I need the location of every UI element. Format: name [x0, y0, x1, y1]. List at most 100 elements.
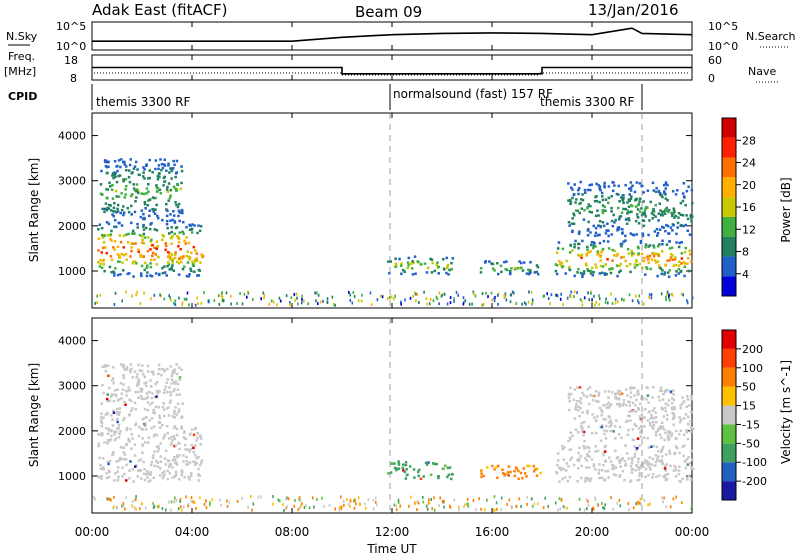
- range-tick-label: 3000: [58, 175, 86, 188]
- scatter-cell: [397, 463, 401, 466]
- scatter-cell: [685, 478, 689, 481]
- scatter-cell: [582, 444, 585, 448]
- scatter-cell: [683, 444, 686, 447]
- scatter-cell: [220, 503, 222, 507]
- scatter-cell: [139, 255, 142, 258]
- scatter-cell: [480, 472, 483, 475]
- scatter-cell: [643, 499, 646, 503]
- scatter-cell: [410, 495, 412, 499]
- scatter-cell: [670, 391, 673, 395]
- scatter-cell: [472, 499, 475, 502]
- scatter-cell: [641, 219, 644, 222]
- scatter-cell: [577, 451, 580, 455]
- scatter-cell: [671, 407, 674, 411]
- scatter-cell: [657, 474, 661, 477]
- scatter-cell: [638, 182, 642, 185]
- scatter-cell: [484, 508, 486, 512]
- scatter-cell: [646, 462, 649, 466]
- scatter-cell: [682, 261, 685, 264]
- scatter-cell: [301, 502, 303, 506]
- scatter-cell: [156, 461, 160, 464]
- scatter-cell: [161, 271, 165, 275]
- scatter-cell: [689, 478, 693, 481]
- scatter-cell: [116, 466, 120, 469]
- scatter-cell: [688, 404, 691, 407]
- scatter-cell: [343, 503, 345, 507]
- scatter-cell: [663, 467, 667, 470]
- scatter-cell: [664, 464, 667, 468]
- scatter-cell: [657, 190, 661, 194]
- scatter-cell: [637, 500, 639, 504]
- scatter-cell: [562, 467, 565, 471]
- scatter-cell: [637, 253, 640, 257]
- scatter-cell: [628, 414, 631, 418]
- colorbar-tick-label: 100: [742, 362, 763, 375]
- scatter-cell: [500, 270, 503, 274]
- scatter-cell: [388, 272, 391, 275]
- scatter-cell: [146, 271, 149, 274]
- scatter-cell: [118, 432, 121, 436]
- scatter-cell: [299, 506, 301, 509]
- scatter-cell: [611, 224, 614, 228]
- scatter-cell: [400, 300, 402, 304]
- scatter-cell: [125, 165, 128, 168]
- scatter-cell: [618, 390, 622, 393]
- scatter-cell: [686, 463, 690, 466]
- freq-tick-top: 18: [64, 54, 78, 67]
- scatter-cell: [289, 303, 291, 307]
- scatter-cell: [437, 272, 440, 275]
- scatter-cell: [142, 373, 145, 376]
- scatter-cell: [97, 249, 100, 252]
- scatter-cell: [616, 501, 619, 505]
- scatter-cell: [175, 413, 179, 416]
- scatter-cell: [193, 463, 197, 467]
- scatter-cell: [168, 465, 171, 468]
- scatter-cell: [690, 506, 693, 510]
- scatter-cell: [635, 181, 639, 184]
- scatter-cell: [188, 256, 192, 259]
- scatter-cell: [622, 207, 625, 211]
- scatter-cell: [445, 271, 448, 275]
- scatter-cell: [96, 294, 98, 298]
- scatter-cell: [412, 468, 416, 471]
- scatter-cell: [506, 502, 508, 506]
- scatter-cell: [567, 439, 570, 443]
- scatter-cell: [130, 246, 133, 249]
- scatter-cell: [517, 469, 520, 473]
- scatter-cell: [640, 429, 643, 433]
- scatter-cell: [189, 472, 193, 475]
- scatter-cell: [203, 503, 206, 506]
- scatter-cell: [686, 217, 690, 221]
- scatter-cell: [628, 187, 631, 190]
- scatter-cell: [598, 463, 601, 466]
- scatter-cell: [471, 302, 473, 306]
- scatter-cell: [361, 293, 363, 297]
- scatter-cell: [404, 477, 408, 480]
- cpid-panel: CPID themis 3300 RF normalsound (fast) 1…: [8, 84, 643, 110]
- scatter-cell: [503, 260, 506, 264]
- scatter-cell: [650, 293, 653, 297]
- scatter-cell: [521, 269, 525, 272]
- scatter-cell: [613, 393, 617, 396]
- scatter-cell: [139, 477, 143, 480]
- scatter-cell: [663, 190, 666, 193]
- scatter-cell: [568, 224, 571, 227]
- scatter-cell: [109, 497, 111, 501]
- scatter-cell: [125, 443, 128, 447]
- scatter-cell: [152, 454, 155, 457]
- scatter-cell: [655, 475, 658, 478]
- scatter-cell: [165, 508, 167, 512]
- scatter-cell: [689, 410, 693, 414]
- scatter-cell: [631, 386, 635, 390]
- scatter-cell: [668, 259, 671, 262]
- scatter-cell: [583, 447, 586, 450]
- scatter-cell: [122, 253, 126, 257]
- scatter-cell: [211, 498, 214, 502]
- scatter-cell: [168, 401, 172, 405]
- scatter-cell: [654, 204, 657, 207]
- scatter-cell: [594, 419, 598, 422]
- scatter-cell: [583, 439, 586, 443]
- scatter-cell: [633, 423, 636, 426]
- scatter-cell: [623, 298, 625, 302]
- scatter-cell: [134, 408, 137, 411]
